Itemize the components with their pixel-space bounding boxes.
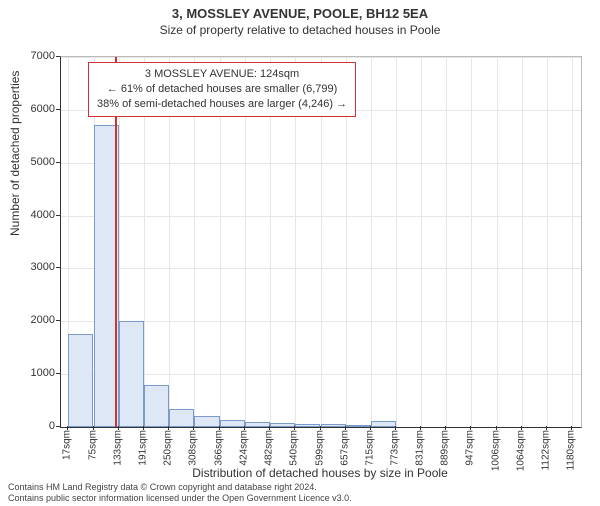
y-tick-mark xyxy=(56,426,60,427)
x-tick-mark xyxy=(294,426,295,430)
x-tick-mark xyxy=(546,426,547,430)
x-tick-mark xyxy=(320,426,321,430)
x-tick-mark xyxy=(143,426,144,430)
histogram-bar xyxy=(270,423,295,427)
x-axis-label: Distribution of detached houses by size … xyxy=(60,466,580,480)
y-tick-label: 1000 xyxy=(30,367,55,379)
x-tick-label: 133sqm xyxy=(112,430,123,466)
gridline-vertical xyxy=(547,57,548,427)
x-tick-label: 482sqm xyxy=(263,430,274,466)
gridline-vertical xyxy=(572,57,573,427)
legend-line-3: 38% of semi-detached houses are larger (… xyxy=(97,97,347,112)
y-tick-label: 6000 xyxy=(30,103,55,115)
x-tick-mark xyxy=(345,426,346,430)
x-tick-mark xyxy=(445,426,446,430)
chart-title-sub: Size of property relative to detached ho… xyxy=(0,23,600,37)
x-tick-label: 889sqm xyxy=(440,430,451,466)
x-tick-label: 540sqm xyxy=(289,430,300,466)
histogram-bar xyxy=(220,420,245,427)
histogram-bar xyxy=(245,422,270,427)
x-tick-label: 75sqm xyxy=(87,430,98,460)
y-tick-mark xyxy=(56,215,60,216)
x-tick-mark xyxy=(395,426,396,430)
x-tick-mark xyxy=(168,426,169,430)
x-tick-mark xyxy=(219,426,220,430)
gridline-vertical xyxy=(446,57,447,427)
x-tick-label: 1064sqm xyxy=(516,430,527,471)
y-tick-mark xyxy=(56,320,60,321)
x-tick-mark xyxy=(470,426,471,430)
gridline-vertical xyxy=(522,57,523,427)
histogram-bar xyxy=(169,409,194,428)
x-tick-label: 191sqm xyxy=(137,430,148,466)
chart-title-main: 3, MOSSLEY AVENUE, POOLE, BH12 5EA xyxy=(0,6,600,21)
x-tick-mark xyxy=(496,426,497,430)
histogram-bar xyxy=(321,424,346,427)
gridline-vertical xyxy=(371,57,372,427)
y-tick-label: 3000 xyxy=(30,261,55,273)
x-tick-mark xyxy=(118,426,119,430)
y-tick-label: 4000 xyxy=(30,209,55,221)
y-tick-label: 2000 xyxy=(30,314,55,326)
x-tick-mark xyxy=(370,426,371,430)
y-tick-mark xyxy=(56,267,60,268)
x-tick-label: 715sqm xyxy=(364,430,375,466)
histogram-bar xyxy=(346,425,371,427)
x-tick-label: 947sqm xyxy=(465,430,476,466)
histogram-bar xyxy=(119,321,144,427)
gridline-vertical xyxy=(471,57,472,427)
histogram-bar xyxy=(68,334,93,427)
x-tick-label: 308sqm xyxy=(188,430,199,466)
histogram-bar xyxy=(295,424,320,427)
footer-line-1: Contains HM Land Registry data © Crown c… xyxy=(8,482,352,493)
footer-attribution: Contains HM Land Registry data © Crown c… xyxy=(8,482,352,504)
marker-legend-box: 3 MOSSLEY AVENUE: 124sqm ← 61% of detach… xyxy=(88,62,356,117)
y-tick-mark xyxy=(56,373,60,374)
x-tick-mark xyxy=(571,426,572,430)
x-tick-label: 831sqm xyxy=(415,430,426,466)
x-tick-label: 1180sqm xyxy=(566,430,577,470)
gridline-vertical xyxy=(497,57,498,427)
x-tick-label: 17sqm xyxy=(62,430,73,460)
x-tick-mark xyxy=(420,426,421,430)
legend-line-1: 3 MOSSLEY AVENUE: 124sqm xyxy=(97,67,347,82)
x-tick-label: 1122sqm xyxy=(541,430,552,470)
y-tick-label: 7000 xyxy=(30,50,55,62)
gridline-vertical xyxy=(421,57,422,427)
legend-line-2: ← 61% of detached houses are smaller (6,… xyxy=(97,82,347,97)
x-tick-mark xyxy=(93,426,94,430)
y-axis-label: Number of detached properties xyxy=(8,71,22,236)
footer-line-2: Contains public sector information licen… xyxy=(8,493,352,504)
y-tick-mark xyxy=(56,162,60,163)
x-tick-mark xyxy=(269,426,270,430)
histogram-bar xyxy=(144,385,169,427)
gridline-vertical xyxy=(396,57,397,427)
x-tick-label: 366sqm xyxy=(213,430,224,466)
x-tick-label: 424sqm xyxy=(238,430,249,466)
y-tick-mark xyxy=(56,56,60,57)
x-tick-mark xyxy=(67,426,68,430)
y-tick-mark xyxy=(56,109,60,110)
x-tick-label: 773sqm xyxy=(389,430,400,466)
x-tick-mark xyxy=(244,426,245,430)
x-tick-label: 599sqm xyxy=(314,430,325,466)
x-tick-mark xyxy=(193,426,194,430)
y-tick-label: 0 xyxy=(30,420,55,432)
histogram-bar xyxy=(194,416,219,427)
x-tick-label: 657sqm xyxy=(339,430,350,466)
y-tick-label: 5000 xyxy=(30,156,55,168)
x-tick-label: 250sqm xyxy=(163,430,174,466)
histogram-bar xyxy=(371,421,396,427)
x-tick-mark xyxy=(521,426,522,430)
x-tick-label: 1006sqm xyxy=(490,430,501,471)
